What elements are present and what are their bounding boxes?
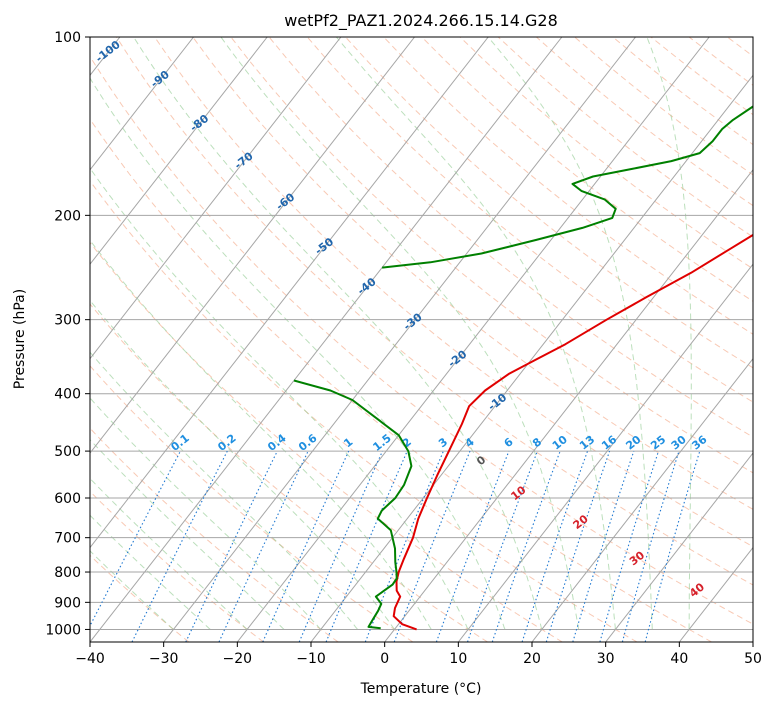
moist-adiabat [90,550,174,630]
mixing-ratio-line [298,450,384,642]
background-lines [90,37,753,642]
dry-adiabat [230,37,753,474]
mixing-ratio-line [466,450,538,642]
moist-adiabat [336,37,616,630]
isotherm [310,74,753,642]
isotherm [90,37,489,549]
y-tick-label: 900 [54,595,81,611]
moist-adiabat [90,351,358,630]
x-axis-label: Temperature (°C) [360,681,482,697]
mixing-ratio-line [435,450,510,642]
isotherm [236,37,710,642]
dewpoint-line [381,105,753,269]
plot-frame [89,36,754,643]
y-tick-label: 400 [54,387,81,403]
y-tick-label: 100 [54,30,81,46]
moist-adiabat [90,299,395,630]
mixing-ratio-line [491,450,561,642]
moist-adiabat [133,37,543,630]
y-tick-label: 700 [54,531,81,547]
moist-adiabat [90,77,506,630]
x-tick-label: −10 [296,651,326,667]
moist-adiabat [646,37,692,630]
isotherm [531,357,753,642]
dry-adiabat [115,37,753,586]
y-tick-label: 1000 [45,622,81,638]
dry-adiabat [90,303,488,642]
mixing-ratio-line [545,450,611,642]
isotherm [90,37,563,642]
dry-adiabat [90,241,563,642]
isotherm [90,37,342,360]
isotherm [384,168,753,642]
x-tick-label: 0 [380,651,389,667]
x-tick-label: −30 [149,651,179,667]
mixing-ratio-line [262,450,350,642]
y-axis-label: Pressure (hPa) [12,289,28,389]
dry-adiabat [421,37,753,302]
x-tick-label: −40 [75,651,105,667]
temperature-line [392,233,753,631]
isotherm [163,37,636,642]
mixing-ratio-line [599,450,660,642]
dry-adiabat [90,365,414,642]
axes: −40 −30 −20 −10 0 10 20 30 40 50 100 200 300 400 500 60… [45,30,762,667]
y-tick-label: 600 [54,491,81,507]
isotherm [90,37,194,171]
dry-adiabat [192,37,753,510]
dry-adiabat [90,180,638,642]
moist-adiabat [487,37,653,630]
x-tick-label: 10 [449,651,467,667]
y-tick-label: 800 [54,565,81,581]
mixing-ratio-line [325,450,408,642]
y-tick-label: 300 [54,313,81,329]
dewpoint-line [293,379,413,630]
isotherm [90,37,415,454]
dry-adiabat [90,554,190,642]
isotherm [90,37,268,266]
y-tick-label: 500 [54,444,81,460]
dry-adiabat [90,118,712,642]
isotherm [457,263,753,642]
dry-adiabat [268,37,753,438]
profile-series [293,105,753,631]
moist-adiabat [90,477,248,630]
isotherm [605,452,753,642]
x-tick-label: 20 [523,651,541,667]
mixing-ratio-line [572,450,635,642]
x-tick-label: −20 [223,651,253,667]
mixing-ratio-line [621,450,680,642]
y-tick-label: 200 [54,208,81,224]
chart-title: wetPf2_PAZ1.2024.266.15.14.G28 [284,11,558,31]
x-tick-label: 40 [670,651,688,667]
mixing-ratio-line [644,450,701,642]
mixing-ratio-line [131,450,228,642]
moist-adiabat [90,439,285,630]
moist-adiabat [220,37,580,630]
x-tick-label: 30 [597,651,615,667]
moist-adiabat [90,514,211,630]
mixing-ratio-line [393,450,471,642]
mixing-ratio-line [521,450,589,642]
x-tick-label: 50 [744,651,762,667]
dry-adiabat [90,55,753,625]
dry-adiabat [90,427,339,642]
